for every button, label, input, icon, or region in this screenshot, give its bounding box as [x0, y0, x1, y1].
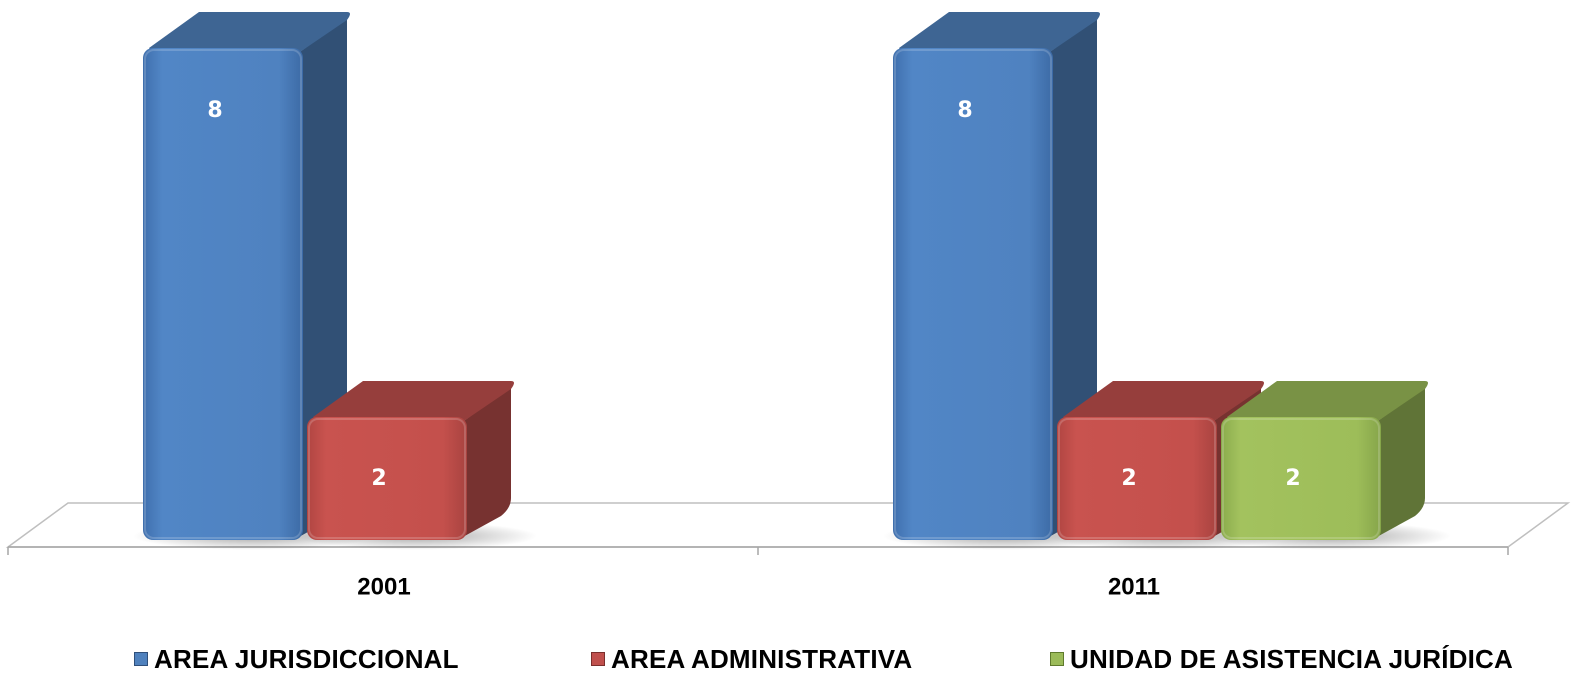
- legend-label: AREA JURISDICCIONAL: [154, 643, 459, 674]
- data-label: 2: [371, 466, 386, 491]
- legend-label: UNIDAD DE ASISTENCIA JURÍDICA: [1070, 643, 1514, 674]
- bar-top-face: [1227, 381, 1428, 423]
- bar-front-face: [893, 48, 1053, 540]
- bar-side-face: [1375, 387, 1425, 538]
- data-label: 8: [957, 98, 972, 123]
- bar-front-face: [143, 48, 303, 540]
- bar-front-face: [307, 417, 467, 540]
- legend-item-unidad-de-asistencia-juridica: UNIDAD DE ASISTENCIA JURÍDICA: [1050, 643, 1513, 675]
- bar-highlight: [1058, 418, 1216, 539]
- data-label: 2: [1285, 466, 1300, 491]
- chart-plot: 8 2 2001 8 2 2 2011: [5, 12, 1571, 600]
- bar-front-face: [1221, 417, 1381, 540]
- bar-highlight: [894, 49, 1052, 539]
- bar-top-face: [899, 12, 1100, 54]
- bar-unidad-de-asistencia-jur-dica-2011: [1211, 381, 1451, 550]
- x-tick-label-2011: 2011: [1108, 573, 1160, 600]
- bar-area-jurisdiccional-2011: [883, 12, 1123, 550]
- bar-top-face: [1063, 381, 1264, 423]
- bar-top-face: [149, 12, 350, 54]
- legend-item-area-jurisdiccional: AREA JURISDICCIONAL: [134, 643, 459, 675]
- x-tick-label-2001: 2001: [357, 573, 410, 600]
- legend-label: AREA ADMINISTRATIVA: [611, 643, 913, 674]
- legend-swatch-green-icon: [1050, 652, 1064, 666]
- data-label: 8: [207, 98, 222, 123]
- bar-top-face: [313, 381, 514, 423]
- bar-highlight: [1222, 418, 1380, 539]
- bar-side-face: [461, 387, 511, 538]
- legend-swatch-blue-icon: [134, 652, 148, 666]
- bar-highlight: [308, 418, 466, 539]
- legend-swatch-red-icon: [591, 652, 605, 666]
- bar-highlight: [144, 49, 302, 539]
- bar-front-face: [1057, 417, 1217, 540]
- data-label: 2: [1121, 466, 1136, 491]
- bar-area-administrativa-2001: [297, 381, 537, 550]
- legend-item-area-administrativa: AREA ADMINISTRATIVA: [591, 643, 912, 675]
- legend: AREA JURISDICCIONAL AREA ADMINISTRATIVA …: [0, 640, 1585, 679]
